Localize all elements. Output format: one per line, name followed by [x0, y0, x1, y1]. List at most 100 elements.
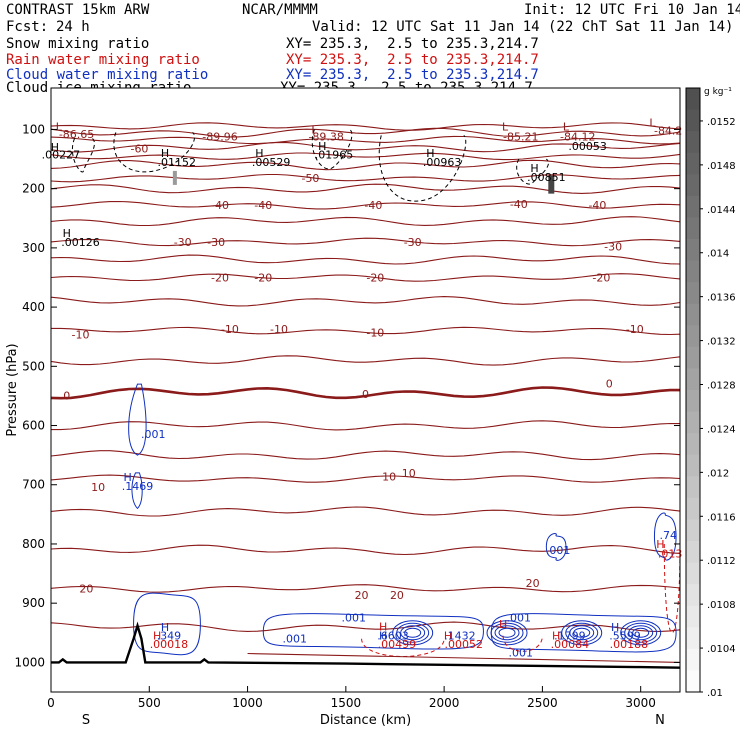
temp-contour-10	[50, 474, 681, 483]
temp-contour-label: 0	[63, 389, 70, 402]
cloud-water-contour	[628, 625, 654, 641]
temp-contour-label: -30	[207, 236, 225, 249]
cloud-water-contour	[392, 620, 434, 646]
annotation-label: H	[63, 227, 71, 240]
temp-contour-label: -10	[72, 328, 90, 341]
annotation-label: .5599	[609, 630, 641, 643]
x-tick-label: 2500	[527, 696, 558, 710]
x-tick-label: 1000	[232, 696, 263, 710]
annotations: -60 -50 -40 -40 -40 -40 -40 -30 -30 -30 -30 -20 -20 -…	[42, 116, 683, 659]
annotation-label: -85.21	[503, 131, 538, 144]
annotation-label: .001	[141, 428, 166, 441]
rain-contour	[663, 543, 681, 634]
annotation-label: .00851	[527, 171, 566, 184]
cloud-water-contour	[653, 512, 677, 561]
colorbar-segment	[686, 260, 700, 283]
temp-contour-label: 20	[79, 582, 93, 595]
colorbar-segment	[686, 627, 700, 650]
colorbar-tick-label: .01	[707, 688, 723, 699]
x-tick-label: 3000	[625, 696, 656, 710]
y-tick-label: 500	[22, 359, 45, 373]
south-label: S	[82, 713, 90, 728]
temp-contour-line	[50, 450, 681, 461]
annotation-label: H	[552, 630, 560, 643]
colorbar-tick-label: .0136	[707, 293, 736, 304]
cloud-water-contour	[128, 383, 147, 456]
colorbar-segment	[686, 519, 700, 542]
forecast-hours: 24 h	[56, 19, 90, 35]
annotation-label: H	[530, 162, 538, 175]
colorbar-tick-label: .0112	[707, 556, 736, 567]
colorbar-tick-label: .0132	[707, 337, 736, 348]
annotation-label: H	[426, 147, 434, 160]
ice-contour	[516, 158, 549, 185]
temp-contour-0	[50, 386, 680, 400]
annotation-label: .00018	[150, 638, 189, 651]
temp-contour-label: -30	[604, 241, 622, 254]
colorbar-segment	[686, 174, 700, 197]
colorbar-segment	[686, 282, 700, 305]
temp-contour--40	[50, 200, 681, 210]
colorbar-segment	[686, 411, 700, 434]
temp-contour-line	[50, 159, 681, 171]
cloud-water-contour	[569, 625, 595, 641]
cloud-water-contour	[490, 613, 677, 653]
x-tick-label: 500	[138, 696, 161, 710]
temp-contour-label: -40	[254, 199, 272, 212]
temp-contour-label: -40	[588, 199, 606, 212]
temp-contour-line	[50, 141, 681, 153]
annotation-label: .00499	[378, 638, 417, 651]
annotation-label: H	[255, 147, 263, 160]
temperature-contours	[50, 122, 681, 632]
temp-contour-label: -20	[592, 271, 610, 284]
annotation-label: H	[161, 621, 169, 634]
temp-contour-label: 20	[355, 589, 369, 602]
temp-contour--70	[50, 135, 681, 145]
temp-contour-line	[50, 355, 681, 366]
field-name-cloud-water: Cloud water mixing ratio	[6, 67, 209, 83]
annotation-label: .00529	[252, 156, 291, 169]
annotation-label: -84.2	[654, 125, 682, 138]
temp-contour-line	[50, 544, 681, 556]
annotation-label: .00963	[423, 156, 462, 169]
colorbar-segment	[686, 433, 700, 456]
y-tick-label: 800	[22, 537, 45, 551]
temp-contour-line	[50, 127, 681, 138]
colorbar-segment	[686, 541, 700, 564]
annotation-label: .001	[507, 611, 532, 624]
rain-contour	[502, 635, 543, 652]
annotation-label: .00126	[61, 236, 100, 249]
colorbar-segment	[686, 670, 700, 693]
annotation-label: H	[444, 630, 452, 643]
forecast-label: Fcst:	[6, 19, 49, 35]
temp-contour--30	[50, 237, 681, 247]
cloud-water-contour	[632, 627, 650, 638]
annotation-label: .00053	[568, 140, 607, 153]
ice-contour	[378, 134, 467, 202]
colorbar-segment	[686, 217, 700, 240]
temp-contour-label: -30	[174, 236, 192, 249]
cloud-water-contour	[486, 620, 528, 646]
ice-shaded-core	[172, 170, 177, 185]
y-tick-label: 100	[22, 122, 45, 136]
y-axis-label: Pressure (hPa)	[5, 343, 20, 436]
field-name-snow: Snow mixing ratio	[6, 36, 150, 52]
cloud-water-contour	[573, 627, 591, 638]
annotation-label: .349	[157, 630, 182, 643]
init-time: Init: 12 UTC Fri 10 Jan 14	[524, 2, 740, 18]
annotation-label: .001	[546, 544, 571, 557]
cloud-water-contour	[624, 622, 658, 643]
ice-shaded-core	[548, 175, 555, 194]
temp-contour-label: 0	[606, 377, 613, 390]
annotation-label: H	[611, 621, 619, 634]
temp-contour-label: -40	[364, 199, 382, 212]
temp-contour--20	[50, 273, 681, 282]
annotation-label: H	[153, 630, 161, 643]
annotation-label: .00227	[42, 148, 81, 161]
annotation-label: L	[649, 116, 656, 129]
colorbar-tick-label: .0104	[707, 644, 736, 655]
temp-contour-label: 0	[362, 388, 369, 401]
colorbar-segment	[686, 605, 700, 628]
annotation-label: .01152	[158, 156, 197, 169]
temp-contour-label: -20	[366, 271, 384, 284]
